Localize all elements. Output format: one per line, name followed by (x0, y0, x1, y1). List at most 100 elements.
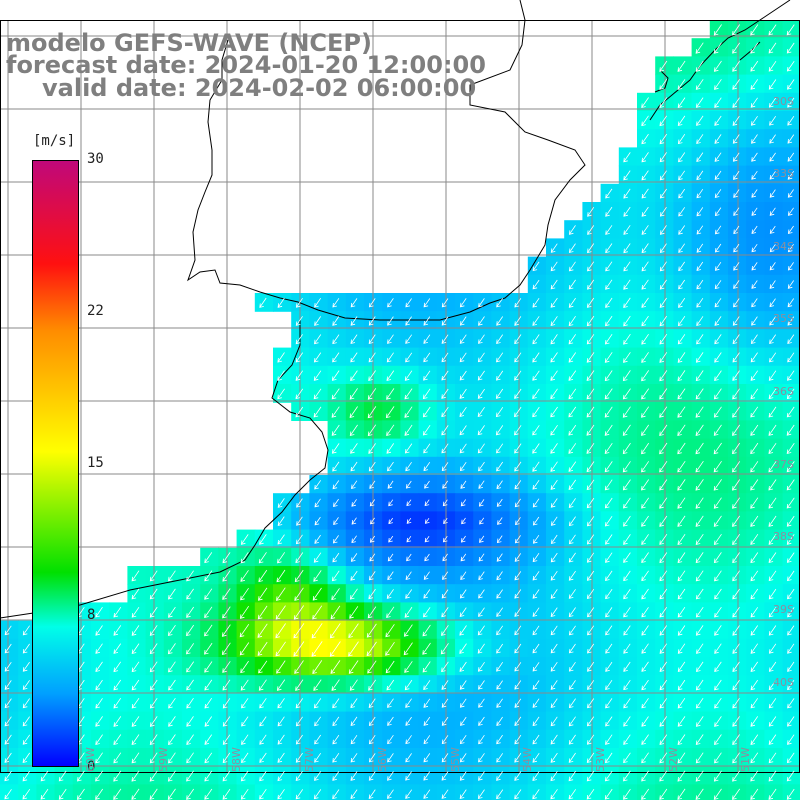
wind-arrow (750, 552, 759, 564)
wind-arrow (332, 552, 340, 563)
wind-cell (746, 511, 765, 531)
wind-cell (637, 584, 656, 603)
wind-arrow (186, 570, 194, 582)
wind-cell (418, 329, 438, 349)
wind-cell (673, 74, 693, 94)
lat-label: 40S (773, 676, 794, 689)
wind-cell (709, 256, 729, 276)
wind-cell (600, 347, 620, 367)
wind-arrow (550, 370, 558, 381)
wind-cell (728, 657, 747, 676)
wind-cell (182, 711, 201, 731)
wind-arrow (623, 607, 631, 618)
wind-cell (546, 384, 565, 403)
wind-arrow (441, 388, 449, 399)
wind-cell (764, 766, 784, 785)
wind-cell (564, 547, 583, 567)
wind-speed-field (0, 20, 800, 800)
wind-arrow (605, 679, 613, 691)
wind-arrow (568, 698, 576, 709)
wind-arrow (22, 661, 30, 672)
wind-arrow (768, 625, 777, 636)
wind-arrow (459, 625, 467, 636)
wind-arrow (641, 206, 649, 217)
wind-arrow (714, 697, 722, 709)
wind-cell (163, 584, 183, 603)
wind-arrow (605, 643, 613, 654)
wind-arrow (386, 370, 395, 382)
wind-cell (709, 620, 729, 640)
wind-arrow (131, 661, 140, 673)
wind-arrow (550, 534, 558, 545)
wind-arrow (532, 516, 540, 526)
wind-arrow (733, 207, 740, 216)
wind-arrow (768, 643, 777, 654)
wind-cell (600, 402, 620, 421)
wind-arrow (678, 207, 686, 217)
wind-arrow (677, 406, 686, 418)
wind-arrow (696, 661, 704, 673)
wind-cell (291, 711, 310, 731)
wind-arrow (787, 352, 795, 363)
wind-arrow (713, 424, 722, 436)
wind-cell (182, 766, 201, 785)
wind-cell (382, 511, 401, 531)
wind-arrow (331, 424, 340, 436)
wind-cell (109, 675, 128, 694)
wind-arrow (587, 279, 595, 290)
wind-arrow (349, 388, 358, 400)
wind-cell (455, 693, 474, 713)
wind-arrow (514, 388, 522, 399)
wind-cell (491, 547, 511, 567)
wind-arrow (423, 370, 431, 381)
wind-arrow (22, 752, 31, 764)
wind-arrow (659, 788, 668, 800)
wind-arrow (314, 752, 322, 763)
wind-arrow (277, 789, 285, 800)
wind-arrow (168, 734, 176, 746)
wind-arrow (277, 698, 285, 709)
wind-arrow (787, 570, 795, 582)
wind-arrow (496, 480, 503, 490)
wind-arrow (750, 79, 759, 90)
wind-cell (546, 620, 565, 640)
wind-arrow (22, 734, 31, 745)
wind-cell (673, 529, 693, 549)
wind-cell (600, 675, 620, 694)
wind-arrow (605, 588, 613, 600)
wind-arrow (422, 624, 431, 637)
wind-cell (637, 220, 656, 239)
wind-arrow (677, 643, 686, 654)
wind-cell (436, 766, 456, 785)
wind-arrow (641, 225, 649, 235)
wind-cell (473, 456, 492, 476)
wind-arrow (751, 207, 758, 216)
wind-cell (546, 584, 565, 603)
wind-cell (600, 456, 620, 476)
wind-cell (182, 566, 201, 585)
wind-cell (618, 584, 638, 603)
wind-arrow (659, 460, 668, 473)
wind-cell (291, 347, 310, 367)
wind-cell (564, 511, 583, 531)
wind-cell (254, 566, 274, 585)
wind-cell (637, 529, 656, 549)
wind-arrow (568, 716, 576, 727)
wind-cell (527, 620, 547, 640)
wind-cell (546, 675, 565, 694)
wind-arrow (750, 679, 759, 691)
wind-cell (546, 638, 565, 658)
wind-cell (546, 256, 565, 276)
wind-arrow (423, 698, 431, 708)
wind-arrow (677, 515, 686, 527)
wind-cell (218, 675, 238, 694)
wind-cell (418, 547, 438, 567)
wind-arrow (331, 588, 340, 601)
wind-arrow (168, 679, 176, 691)
wind-cell (382, 547, 401, 567)
wind-cell (418, 384, 438, 403)
wind-cell (236, 657, 256, 676)
wind-arrow (314, 716, 322, 727)
wind-arrow (714, 115, 722, 126)
wind-cell (400, 693, 420, 713)
